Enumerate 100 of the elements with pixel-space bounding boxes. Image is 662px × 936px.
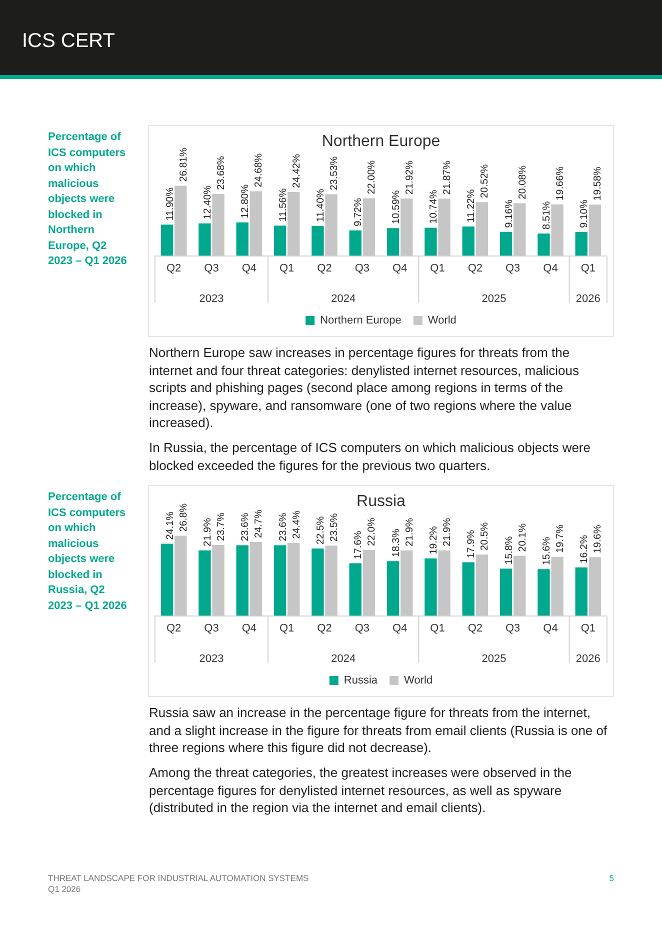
text: Russia saw an increase in the percentage figure for threats from the internet, and a slight increase in the figure for threats from email clients (Russia is one of three regions where this figure did not decrease). bbox=[149, 704, 608, 756]
legend-label: Northern Europe bbox=[320, 314, 402, 327]
data-label: 12.40% bbox=[202, 185, 214, 220]
bar bbox=[575, 567, 588, 616]
x-tick-label: Q3 bbox=[354, 262, 370, 274]
x-tick-label: Q2 bbox=[468, 262, 483, 274]
bar bbox=[500, 232, 512, 256]
chart-title: Northern Europe bbox=[322, 133, 440, 150]
data-label: 23.6% bbox=[278, 512, 289, 542]
text: ICS CERT bbox=[22, 30, 115, 53]
x-tick-label: Q1 bbox=[279, 262, 294, 274]
bar bbox=[424, 228, 437, 256]
bar bbox=[160, 544, 174, 616]
data-label: 15.6% bbox=[541, 536, 552, 566]
text: 2026 bbox=[576, 293, 600, 306]
text: Among the threat categories, the greatest increases were observed in the percentage figures for denylisted internet resources, as well as spyware (distributed in the region via the internet and email clients). bbox=[149, 764, 573, 816]
bar bbox=[538, 234, 550, 256]
data-label: 22.5% bbox=[315, 516, 326, 545]
x-tick-label: Q2 bbox=[166, 262, 182, 274]
bar bbox=[312, 226, 324, 256]
bar bbox=[198, 223, 211, 256]
x-tick-label: Q3 bbox=[204, 622, 219, 634]
text: 2024 bbox=[331, 653, 356, 666]
data-label: 11.56% bbox=[278, 188, 289, 222]
data-label: 11.40% bbox=[315, 188, 326, 222]
bar bbox=[160, 224, 174, 256]
bar bbox=[349, 230, 362, 256]
x-tick-label: Q3 bbox=[505, 262, 520, 274]
bar bbox=[386, 561, 400, 616]
text: In Russia, the percentage of ICS computers on which malicious objects were blocked exceeded the figures for the previous two quarters. bbox=[149, 439, 592, 474]
legend-label: Russia bbox=[344, 674, 378, 687]
text: 2023 bbox=[199, 293, 224, 306]
data-label: 21.9% bbox=[202, 518, 214, 546]
bar bbox=[274, 545, 286, 616]
bar bbox=[198, 550, 211, 616]
data-label: 10.74% bbox=[428, 190, 440, 224]
data-label: 19.6% bbox=[592, 524, 604, 554]
data-label: 17.9% bbox=[466, 530, 478, 558]
data-label: 19.58% bbox=[592, 166, 604, 201]
x-tick-label: Q3 bbox=[354, 622, 370, 634]
data-label: 19.2% bbox=[428, 526, 440, 554]
text: 2026 bbox=[576, 653, 600, 666]
x-tick-label: Q1 bbox=[580, 262, 596, 274]
data-label: 9.72% bbox=[353, 198, 364, 226]
text: 2025 bbox=[482, 653, 506, 666]
bar bbox=[274, 226, 286, 256]
data-label: 8.51% bbox=[541, 201, 552, 230]
text: THREAT LANDSCAPE FOR INDUSTRIAL AUTOMATION SYSTEMS Q1 2026 bbox=[48, 873, 309, 895]
bar bbox=[538, 569, 550, 616]
data-label: 23.53% bbox=[329, 156, 340, 190]
x-tick-label: Q3 bbox=[505, 622, 520, 634]
bar bbox=[349, 563, 362, 616]
text: 2023 bbox=[199, 653, 224, 666]
x-tick-label: Q4 bbox=[543, 622, 558, 634]
data-label: 24.68% bbox=[254, 153, 265, 188]
x-tick-label: Q2 bbox=[317, 262, 332, 274]
bar bbox=[500, 568, 512, 616]
data-label: 23.68% bbox=[216, 156, 228, 190]
data-label: 22.00% bbox=[366, 160, 378, 194]
data-label: 12.80% bbox=[240, 184, 252, 218]
data-label: 11.22% bbox=[466, 189, 478, 222]
data-label: 21.9% bbox=[442, 518, 454, 546]
bar bbox=[424, 558, 437, 616]
data-label: 20.52% bbox=[480, 164, 491, 198]
data-label: 24.4% bbox=[291, 510, 302, 539]
x-tick-label: Q2 bbox=[317, 622, 332, 634]
data-label: 21.9% bbox=[404, 518, 416, 546]
data-label: 24.42% bbox=[291, 154, 302, 188]
data-label: 26.81% bbox=[178, 148, 190, 182]
x-tick-label: Q4 bbox=[392, 622, 408, 634]
data-label: 21.87% bbox=[442, 160, 454, 195]
data-label: 11.90% bbox=[164, 187, 176, 221]
data-label: 9.10% bbox=[579, 200, 590, 228]
data-label: 26.8% bbox=[178, 503, 190, 532]
bar bbox=[236, 545, 248, 616]
bar bbox=[312, 548, 324, 616]
x-tick-label: Q1 bbox=[580, 622, 596, 634]
data-label: 23.5% bbox=[329, 513, 340, 542]
bar bbox=[462, 226, 474, 256]
x-tick-label: Q4 bbox=[242, 262, 257, 274]
legend-label: World bbox=[428, 314, 456, 327]
x-tick-label: Q4 bbox=[392, 262, 408, 274]
data-label: 24.1% bbox=[164, 511, 176, 540]
x-tick-label: Q2 bbox=[468, 622, 483, 634]
x-tick-label: Q3 bbox=[204, 262, 219, 274]
data-label: 9.16% bbox=[504, 199, 515, 228]
x-tick-label: Q1 bbox=[279, 622, 294, 634]
x-tick-label: Q1 bbox=[430, 262, 445, 274]
bar bbox=[236, 222, 248, 256]
text: 5 bbox=[609, 873, 614, 883]
chart-title: Russia bbox=[356, 493, 406, 510]
data-label: 20.08% bbox=[517, 165, 528, 200]
text: Percentage of ICS computers on which malicious objects were blocked in Northern Europe, Q2 2023 – Q1 2026 bbox=[48, 131, 127, 267]
data-label: 24.7% bbox=[254, 510, 265, 538]
bar bbox=[462, 562, 474, 616]
data-label: 10.59% bbox=[390, 190, 402, 224]
bar bbox=[386, 228, 400, 256]
text: 2025 bbox=[482, 293, 506, 306]
data-label: 23.6% bbox=[240, 512, 252, 542]
data-label: 19.66% bbox=[555, 166, 566, 200]
